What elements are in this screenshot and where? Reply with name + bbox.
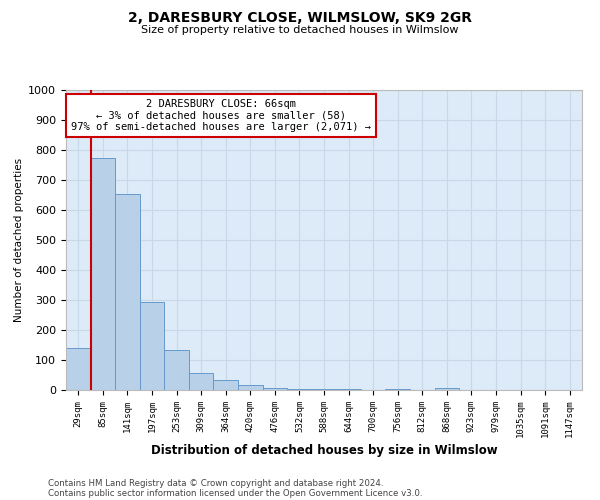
Bar	[66, 348, 91, 390]
Bar	[385, 388, 410, 390]
Bar	[140, 302, 164, 390]
Text: Contains public sector information licensed under the Open Government Licence v3: Contains public sector information licen…	[48, 488, 422, 498]
X-axis label: Distribution of detached houses by size in Wilmslow: Distribution of detached houses by size …	[151, 444, 497, 458]
Y-axis label: Number of detached properties: Number of detached properties	[14, 158, 24, 322]
Text: Size of property relative to detached houses in Wilmslow: Size of property relative to detached ho…	[141, 25, 459, 35]
Bar	[238, 385, 263, 390]
Bar	[115, 194, 140, 390]
Bar	[312, 388, 336, 390]
Bar	[434, 388, 459, 390]
Bar	[336, 388, 361, 390]
Bar	[189, 373, 214, 390]
Bar	[263, 388, 287, 390]
Bar	[214, 380, 238, 390]
Text: 2 DARESBURY CLOSE: 66sqm
← 3% of detached houses are smaller (58)
97% of semi-de: 2 DARESBURY CLOSE: 66sqm ← 3% of detache…	[71, 99, 371, 132]
Bar	[287, 388, 312, 390]
Bar	[164, 350, 189, 390]
Text: 2, DARESBURY CLOSE, WILMSLOW, SK9 2GR: 2, DARESBURY CLOSE, WILMSLOW, SK9 2GR	[128, 11, 472, 25]
Text: Contains HM Land Registry data © Crown copyright and database right 2024.: Contains HM Land Registry data © Crown c…	[48, 478, 383, 488]
Bar	[91, 158, 115, 390]
